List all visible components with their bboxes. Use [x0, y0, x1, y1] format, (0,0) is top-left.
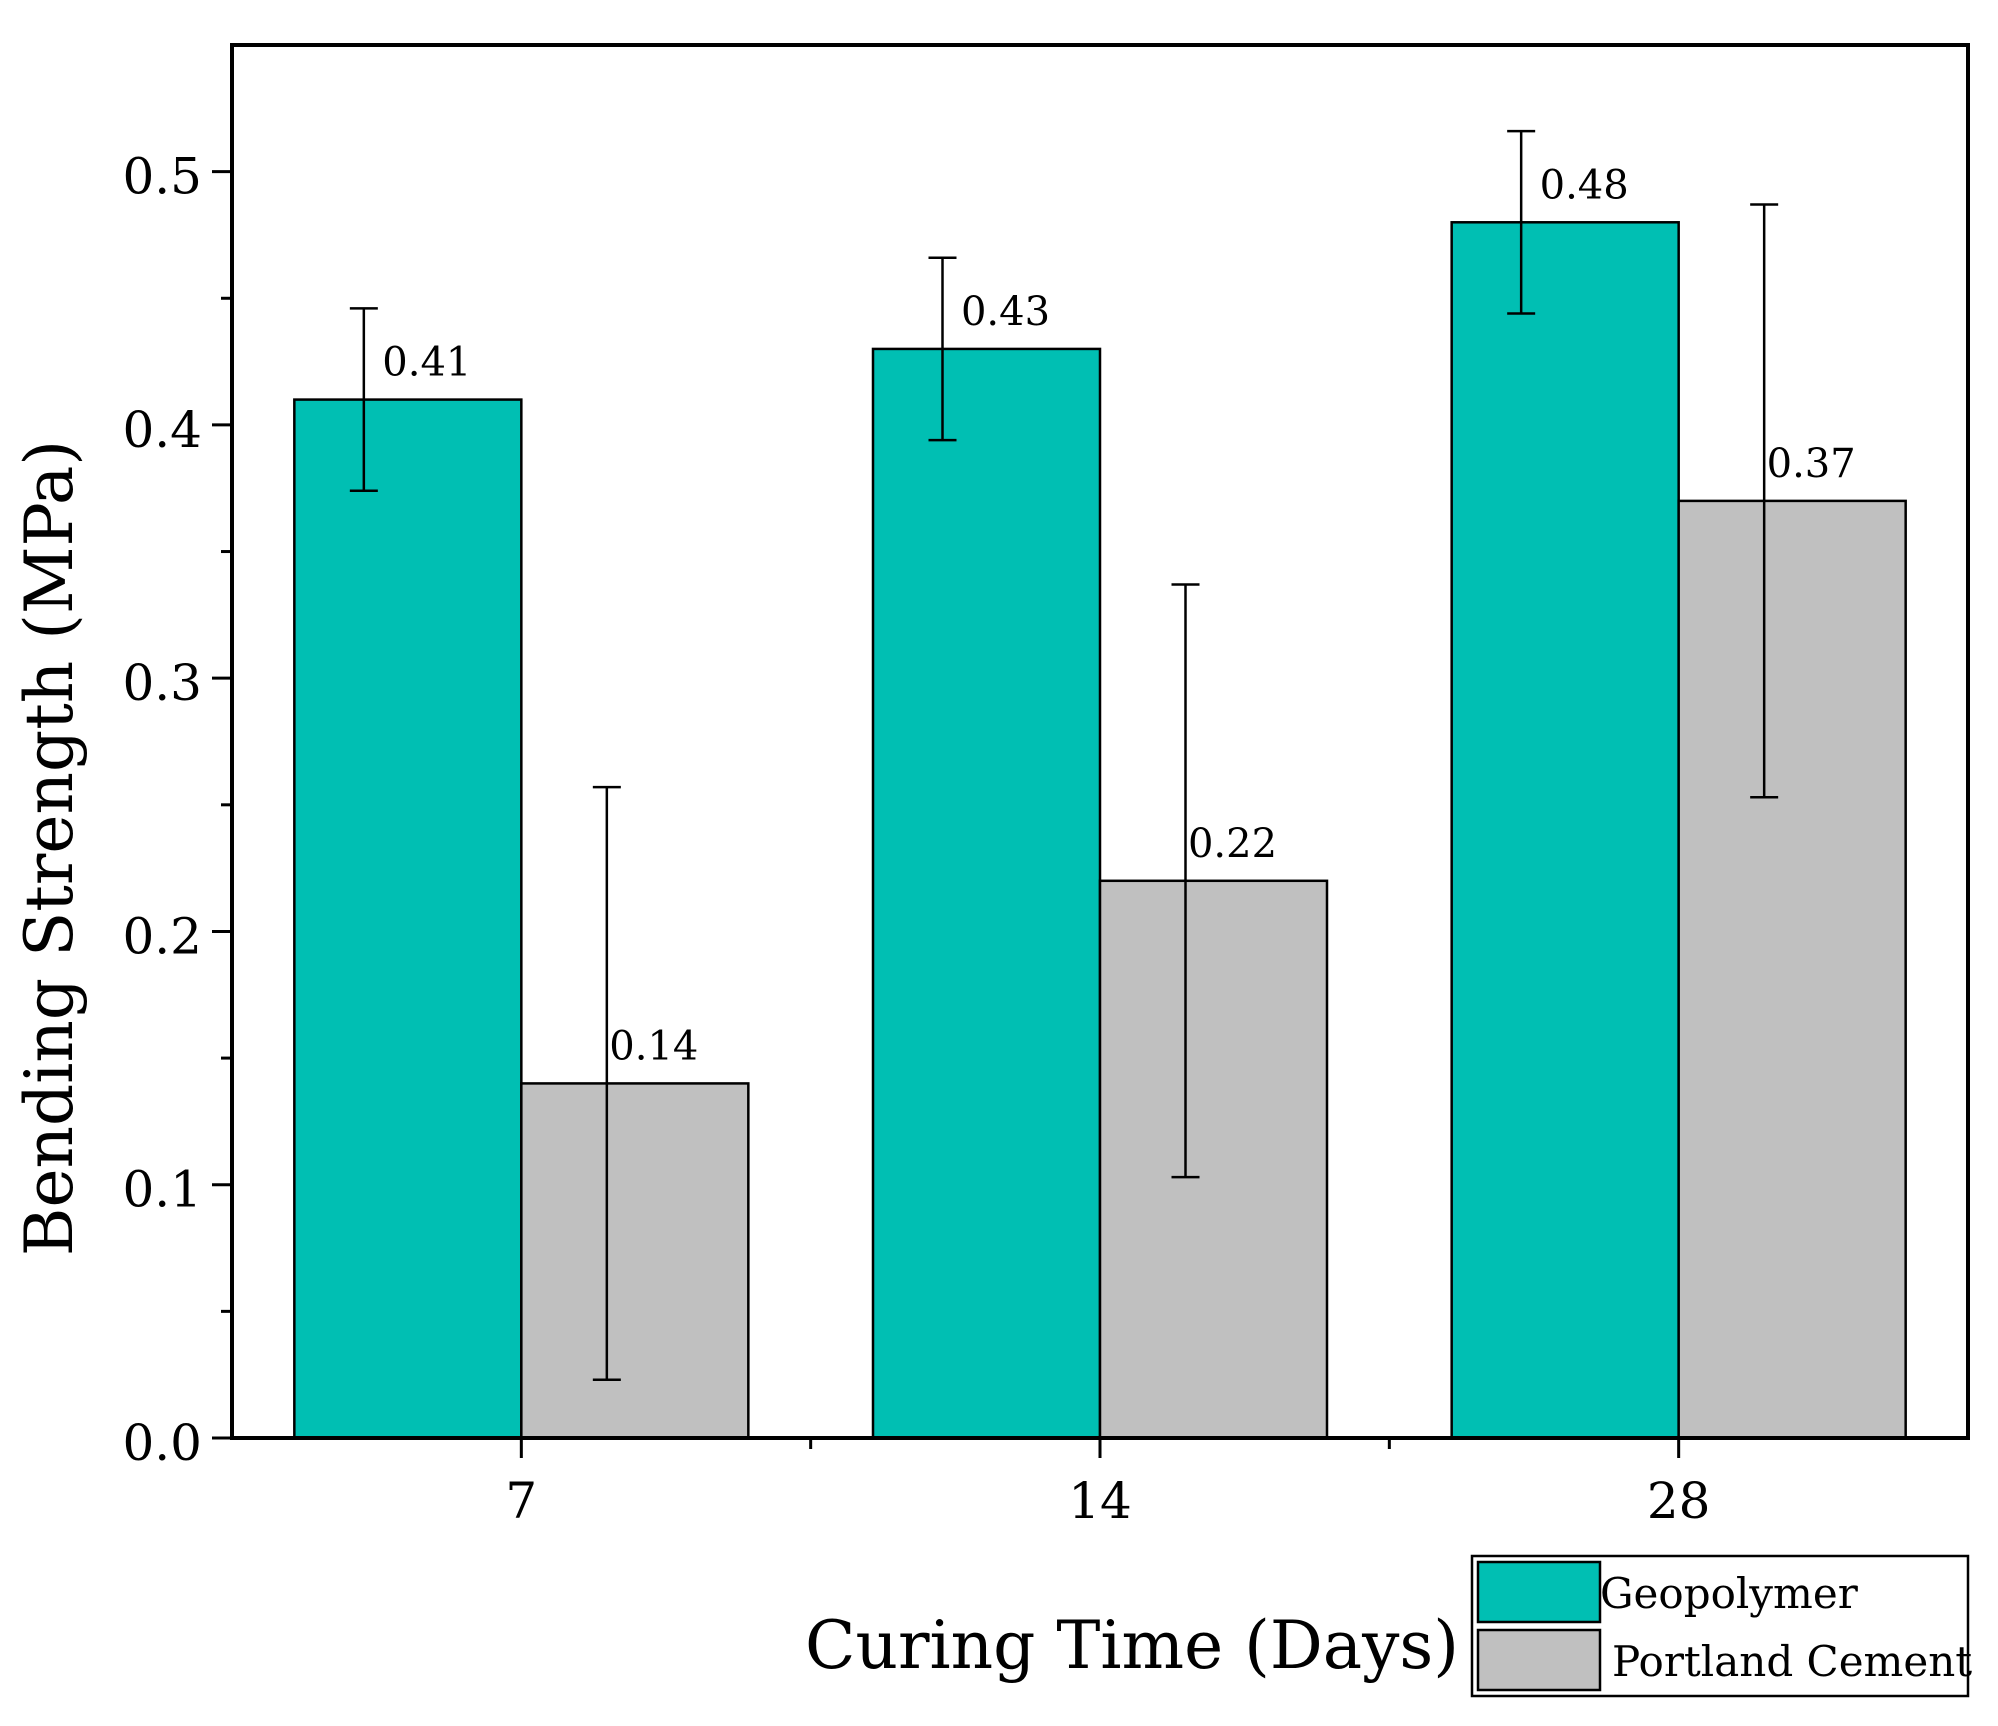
- y-tick-label: 0.5: [122, 148, 202, 206]
- y-axis-ticks: 0.0 0.1 0.2 0.3 0.4 0.5: [122, 148, 232, 1472]
- data-label-geopolymer-28: 0.48: [1540, 162, 1629, 208]
- plot-area: 0.41 0.14 0.43 0.22 0.48 0.37: [293, 129, 1907, 1440]
- y-tick-label: 0.2: [122, 907, 202, 965]
- data-label-portland-cement-14: 0.22: [1188, 821, 1277, 867]
- x-tick-label-7: 7: [505, 1472, 537, 1530]
- bar-geopolymer-14: [871, 347, 1102, 1440]
- legend-label-portland-cement: Portland Cement: [1612, 1637, 1972, 1686]
- data-label-portland-cement-28: 0.37: [1767, 441, 1856, 487]
- bar-geopolymer-7: [293, 398, 523, 1440]
- x-tick-label-14: 14: [1068, 1472, 1132, 1530]
- y-tick-label: 0.4: [122, 401, 202, 459]
- x-axis-ticks: 7 14 28: [505, 1438, 1710, 1530]
- legend-label-geopolymer: Geopolymer: [1600, 1569, 1859, 1618]
- data-label-portland-cement-7: 0.14: [609, 1023, 698, 1069]
- bar-portland-cement-28: [1677, 499, 1907, 1440]
- bar-portland-cement-14: [1098, 879, 1329, 1440]
- y-axis-label: Bending Strength (MPa): [11, 440, 88, 1256]
- y-tick-label: 0.0: [122, 1414, 202, 1472]
- legend-swatch-portland-cement: [1476, 1628, 1602, 1692]
- x-tick-label-28: 28: [1647, 1472, 1711, 1530]
- x-axis-label: Curing Time (Days): [805, 1607, 1459, 1684]
- data-label-geopolymer-7: 0.41: [382, 340, 471, 386]
- legend: Geopolymer Portland Cement: [1470, 1554, 1972, 1698]
- data-label-geopolymer-14: 0.43: [961, 289, 1050, 335]
- legend-swatch-geopolymer: [1476, 1560, 1602, 1624]
- bar-geopolymer-28: [1450, 221, 1680, 1440]
- bar-portland-cement-7: [520, 1082, 750, 1440]
- y-tick-label: 0.3: [122, 654, 202, 712]
- y-tick-label: 0.1: [122, 1161, 202, 1219]
